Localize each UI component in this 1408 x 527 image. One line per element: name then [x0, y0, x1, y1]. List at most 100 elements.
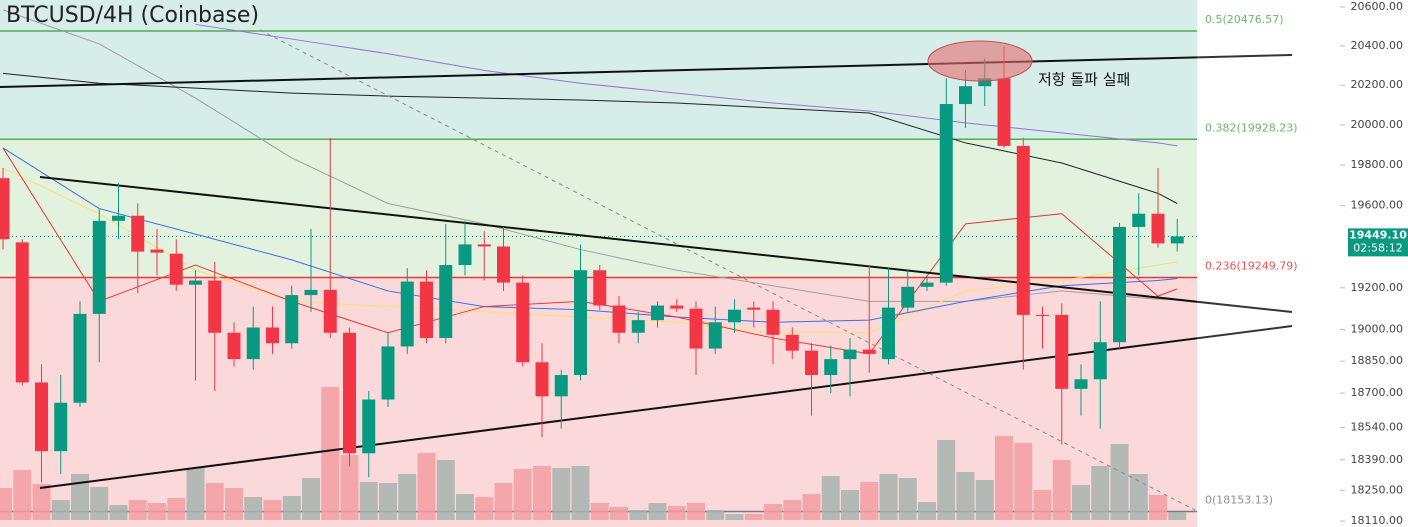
volume-bar	[648, 503, 667, 520]
moving-average	[2, 72, 1178, 204]
candle-body	[169, 253, 183, 285]
volume-bar	[764, 504, 782, 520]
volume-bar	[379, 483, 397, 520]
last-price-box	[1348, 228, 1408, 257]
candle-body	[497, 246, 510, 283]
highlight-ellipse	[927, 40, 1033, 82]
y-tick-label: 19000.00	[1351, 323, 1404, 336]
candle-body	[246, 327, 260, 360]
volume-bar	[956, 472, 975, 520]
candle-body	[458, 244, 472, 266]
volume-bar	[706, 510, 725, 520]
volume-bar	[841, 490, 859, 520]
volume-bar	[975, 480, 994, 520]
candle-body	[343, 332, 356, 454]
candle-body	[35, 382, 48, 452]
candle-body	[1036, 314, 1049, 316]
volume-bar	[687, 503, 705, 520]
volume-bar	[398, 474, 417, 520]
fib-band	[0, 139, 1197, 278]
fib-label: 0.5(20476.57)	[1205, 13, 1284, 26]
candle-body	[785, 334, 799, 351]
volume-bar	[148, 503, 166, 520]
candle-body	[766, 309, 780, 335]
volume-bar	[475, 497, 494, 520]
candle-body	[670, 305, 684, 309]
volume-bar	[1110, 444, 1129, 520]
volume-bar	[802, 494, 821, 520]
candle-body	[593, 270, 607, 306]
candle-body	[150, 249, 164, 253]
volume-bar	[205, 483, 224, 520]
candle-body	[728, 309, 741, 323]
volume-bar	[571, 466, 590, 520]
volume-bar	[821, 476, 840, 520]
candle-body	[112, 215, 125, 221]
y-tick-label: 20600.00	[1351, 0, 1404, 13]
candle-body	[1113, 226, 1126, 343]
candle-body	[1016, 145, 1030, 315]
candle-body	[15, 242, 29, 383]
candle-body	[420, 281, 433, 339]
volume-bar	[995, 436, 1013, 520]
candle-body	[612, 305, 626, 333]
candle-body	[400, 281, 414, 347]
candle-body	[362, 399, 376, 454]
candle-body	[939, 104, 953, 283]
y-tick-label: 20400.00	[1351, 39, 1404, 52]
candle-body	[73, 313, 87, 403]
candle-body	[824, 359, 838, 376]
candle-body	[131, 215, 145, 252]
volume-bar	[456, 494, 474, 520]
y-tick-label: 18390.00	[1351, 453, 1404, 466]
candle-body	[304, 289, 318, 296]
ascending-line	[39, 325, 1293, 489]
candle-body	[285, 295, 299, 344]
volume-bar	[918, 502, 936, 520]
candle-body	[1132, 213, 1146, 227]
candle-body	[997, 78, 1011, 146]
candle-body	[882, 307, 895, 360]
candle-body	[747, 307, 761, 310]
candle-body	[651, 305, 664, 321]
candle-body	[0, 178, 10, 240]
descending-line	[39, 176, 1293, 313]
y-tick-label: 18700.00	[1351, 386, 1404, 399]
volume-bar	[937, 440, 956, 520]
volume-bar	[167, 498, 186, 520]
candle-body	[516, 282, 530, 363]
volume-bar	[513, 469, 532, 520]
dashed-trend-line	[259, 29, 1196, 511]
volume-bar	[610, 507, 628, 520]
volume-bar	[725, 514, 744, 520]
y-tick-label: 20200.00	[1351, 78, 1404, 91]
fib-label: 0.236(19249.79)	[1205, 259, 1298, 272]
last-price-label: 19449.10	[1349, 228, 1407, 241]
volume-bar	[359, 482, 378, 520]
candle-body	[208, 280, 222, 333]
volume-bar	[879, 474, 898, 520]
volume-bar	[590, 503, 609, 520]
candle-body	[1055, 314, 1069, 389]
candle-body	[1151, 213, 1165, 244]
candle-body	[1093, 342, 1107, 380]
candle-body	[227, 332, 241, 360]
candle-body	[535, 362, 549, 397]
candle-body	[920, 282, 934, 287]
volume-bar	[533, 466, 551, 520]
volume-bar	[1149, 495, 1167, 520]
volume-bar	[186, 468, 205, 520]
candle-body	[554, 375, 568, 397]
moving-average	[2, 147, 1178, 355]
volume-bar	[32, 484, 51, 520]
candle-body	[1074, 379, 1088, 389]
volume-bar	[898, 478, 917, 520]
moving-average	[195, 23, 1178, 147]
volume-bar	[1014, 443, 1033, 520]
candle-body	[1170, 236, 1184, 244]
y-tick-label: 19200.00	[1351, 281, 1404, 294]
volume-bar	[90, 487, 109, 520]
volume-bar	[1129, 474, 1148, 520]
annotation: 저항 돌파 실패	[1038, 71, 1130, 89]
